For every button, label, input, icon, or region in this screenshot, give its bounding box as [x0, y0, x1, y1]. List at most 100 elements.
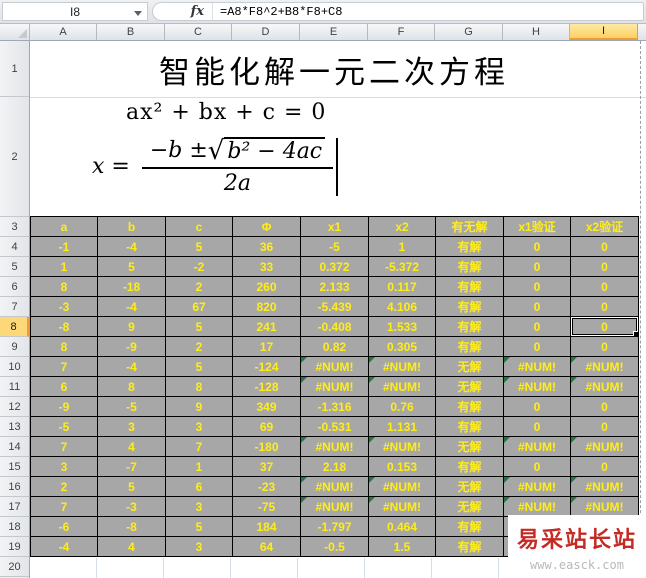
- cell-F4[interactable]: 1: [369, 237, 436, 257]
- cell-D14[interactable]: -180: [233, 437, 301, 457]
- cell-A19[interactable]: -4: [31, 537, 98, 557]
- column-header-g[interactable]: G: [435, 24, 503, 40]
- cell-H11[interactable]: #NUM!: [504, 377, 571, 397]
- cell-I9[interactable]: 0: [571, 337, 639, 357]
- cell-H7[interactable]: 0: [504, 297, 571, 317]
- cell-H15[interactable]: 0: [504, 457, 571, 477]
- cell-I11[interactable]: #NUM!: [571, 377, 639, 397]
- cell-C6[interactable]: 2: [166, 277, 233, 297]
- cell-D3[interactable]: Φ: [233, 217, 301, 237]
- cell-H12[interactable]: 0: [504, 397, 571, 417]
- row-header-10[interactable]: 10: [0, 357, 29, 377]
- row-header-2[interactable]: 2: [0, 97, 29, 217]
- cell-A6[interactable]: 8: [31, 277, 98, 297]
- cell-D10[interactable]: -124: [233, 357, 301, 377]
- cell-C13[interactable]: 3: [166, 417, 233, 437]
- cell-F11[interactable]: #NUM!: [369, 377, 436, 397]
- cell-F5[interactable]: -5.372: [369, 257, 436, 277]
- cell-H8[interactable]: 0: [504, 317, 571, 337]
- row-header-14[interactable]: 14: [0, 437, 29, 457]
- cell-G4[interactable]: 有解: [436, 237, 504, 257]
- column-header-c[interactable]: C: [165, 24, 232, 40]
- cell-C3[interactable]: c: [166, 217, 233, 237]
- row-header-8[interactable]: 8: [0, 317, 29, 337]
- cell-A16[interactable]: 2: [31, 477, 98, 497]
- cell-G9[interactable]: 有解: [436, 337, 504, 357]
- cell-D8[interactable]: 241: [233, 317, 301, 337]
- cell-E17[interactable]: #NUM!: [301, 497, 369, 517]
- cell-G18[interactable]: 有解: [436, 517, 504, 537]
- cell-G7[interactable]: 有解: [436, 297, 504, 317]
- cell-F9[interactable]: 0.305: [369, 337, 436, 357]
- cell-B16[interactable]: 5: [98, 477, 166, 497]
- formula-input[interactable]: =A8*F8^2+B8*F8+C8: [213, 3, 643, 20]
- cell-B19[interactable]: 4: [98, 537, 166, 557]
- cell-F8[interactable]: 1.533: [369, 317, 436, 337]
- cell-G14[interactable]: 无解: [436, 437, 504, 457]
- cell-I4[interactable]: 0: [571, 237, 639, 257]
- insert-function-button[interactable]: fx: [153, 3, 213, 20]
- cell-E7[interactable]: -5.439: [301, 297, 369, 317]
- cell-B6[interactable]: -18: [98, 277, 166, 297]
- cell-D13[interactable]: 69: [233, 417, 301, 437]
- row-header-18[interactable]: 18: [0, 517, 29, 537]
- cell-D11[interactable]: -128: [233, 377, 301, 397]
- cell-E6[interactable]: 2.133: [301, 277, 369, 297]
- column-header-f[interactable]: F: [368, 24, 435, 40]
- cell-G12[interactable]: 有解: [436, 397, 504, 417]
- cell-F18[interactable]: 0.464: [369, 517, 436, 537]
- cell-B9[interactable]: -9: [98, 337, 166, 357]
- cell-E16[interactable]: #NUM!: [301, 477, 369, 497]
- cell-C10[interactable]: 5: [166, 357, 233, 377]
- cell-G8[interactable]: 有解: [436, 317, 504, 337]
- row-header-1[interactable]: 1: [0, 41, 29, 97]
- cell-F14[interactable]: #NUM!: [369, 437, 436, 457]
- cell-A4[interactable]: -1: [31, 237, 98, 257]
- cell-I8[interactable]: 0: [571, 317, 639, 337]
- cell-B14[interactable]: 4: [98, 437, 166, 457]
- cell-C5[interactable]: -2: [166, 257, 233, 277]
- cell-I10[interactable]: #NUM!: [571, 357, 639, 377]
- cell-A10[interactable]: 7: [31, 357, 98, 377]
- cell-G10[interactable]: 无解: [436, 357, 504, 377]
- cell-C8[interactable]: 5: [166, 317, 233, 337]
- row-header-4[interactable]: 4: [0, 237, 29, 257]
- cell-G15[interactable]: 有解: [436, 457, 504, 477]
- cell-E12[interactable]: -1.316: [301, 397, 369, 417]
- cell-G17[interactable]: 无解: [436, 497, 504, 517]
- cell-A17[interactable]: 7: [31, 497, 98, 517]
- cell-F17[interactable]: #NUM!: [369, 497, 436, 517]
- cell-F12[interactable]: 0.76: [369, 397, 436, 417]
- cell-C4[interactable]: 5: [166, 237, 233, 257]
- cell-E13[interactable]: -0.531: [301, 417, 369, 437]
- cell-B12[interactable]: -5: [98, 397, 166, 417]
- cell-E3[interactable]: x1: [301, 217, 369, 237]
- cell-G19[interactable]: 有解: [436, 537, 504, 557]
- cell-H10[interactable]: #NUM!: [504, 357, 571, 377]
- cell-G6[interactable]: 有解: [436, 277, 504, 297]
- cell-D16[interactable]: -23: [233, 477, 301, 497]
- cell-F19[interactable]: 1.5: [369, 537, 436, 557]
- cell-H9[interactable]: 0: [504, 337, 571, 357]
- cell-B10[interactable]: -4: [98, 357, 166, 377]
- cell-I14[interactable]: #NUM!: [571, 437, 639, 457]
- cell-B7[interactable]: -4: [98, 297, 166, 317]
- cell-D15[interactable]: 37: [233, 457, 301, 477]
- cell-F7[interactable]: 4.106: [369, 297, 436, 317]
- cell-F3[interactable]: x2: [369, 217, 436, 237]
- cell-A14[interactable]: 7: [31, 437, 98, 457]
- column-header-h[interactable]: H: [503, 24, 570, 40]
- cell-C18[interactable]: 5: [166, 517, 233, 537]
- cell-A15[interactable]: 3: [31, 457, 98, 477]
- name-box[interactable]: I8: [2, 2, 148, 21]
- column-header-a[interactable]: A: [30, 24, 97, 40]
- row-header-20[interactable]: 20: [0, 557, 29, 577]
- cell-I15[interactable]: 0: [571, 457, 639, 477]
- cell-F10[interactable]: #NUM!: [369, 357, 436, 377]
- cell-I3[interactable]: x2验证: [571, 217, 639, 237]
- cell-E4[interactable]: -5: [301, 237, 369, 257]
- cell-H17[interactable]: #NUM!: [504, 497, 571, 517]
- cell-D12[interactable]: 349: [233, 397, 301, 417]
- row-header-7[interactable]: 7: [0, 297, 29, 317]
- select-all-corner[interactable]: [0, 24, 30, 40]
